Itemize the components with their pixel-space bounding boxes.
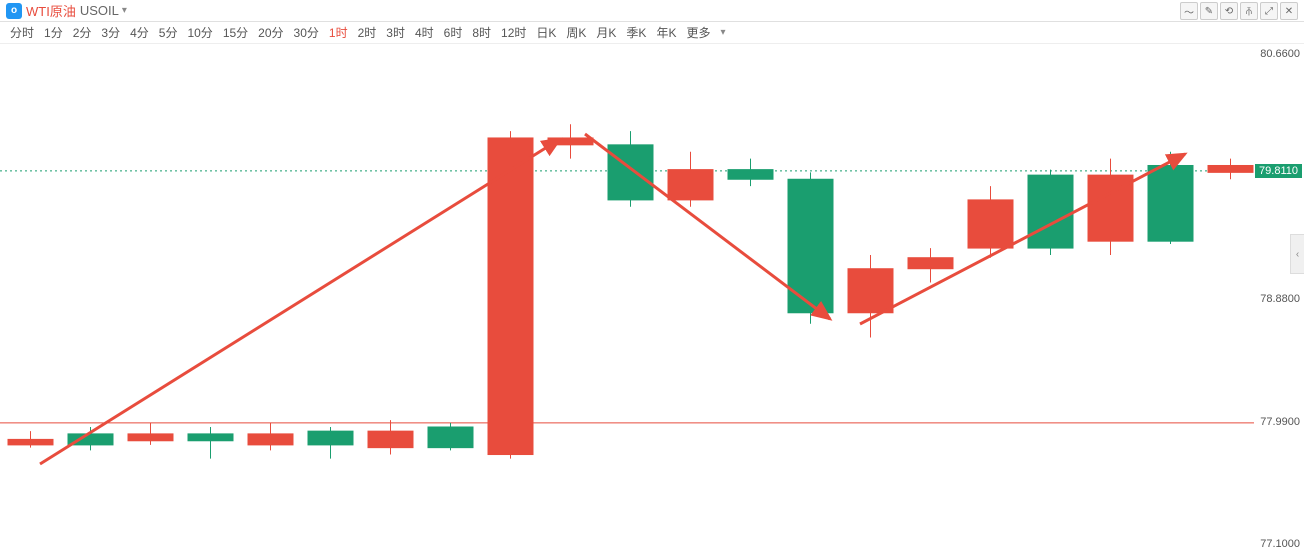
timeframe-4时[interactable]: 4时: [415, 24, 434, 41]
timeframe-月K[interactable]: 月K: [596, 24, 616, 41]
timeframe-年K[interactable]: 年K: [656, 24, 676, 41]
timeframe-1分[interactable]: 1分: [44, 24, 63, 41]
timeframe-bar: 分时 1分 2分 3分 4分 5分 10分 15分 20分 30分 1时 2时 3时 4时 6时 8时 12时日…: [0, 22, 1304, 44]
timeframe-周K[interactable]: 周K: [566, 24, 586, 41]
timeframe-日K[interactable]: 日K: [536, 24, 556, 41]
tool-chart-icon[interactable]: ⫚: [1240, 2, 1258, 20]
timeframe-10分[interactable]: 10分: [187, 24, 212, 41]
timeframe-2分[interactable]: 2分: [73, 24, 92, 41]
timeframe-12时[interactable]: 12时: [501, 24, 526, 41]
timeframe-15分[interactable]: 15分: [223, 24, 248, 41]
timeframe-20分[interactable]: 20分: [258, 24, 283, 41]
y-tick-label: 77.9900: [1260, 416, 1300, 428]
symbol-code: USOIL: [80, 3, 119, 18]
candlestick-chart[interactable]: [0, 44, 1254, 554]
tool-expand-icon[interactable]: ⤢: [1260, 2, 1278, 20]
tool-pencil-icon[interactable]: ✎: [1200, 2, 1218, 20]
symbol-dropdown-icon[interactable]: ▾: [122, 5, 127, 16]
symbol-icon: o: [6, 3, 22, 19]
timeframe-5分[interactable]: 5分: [159, 24, 178, 41]
y-tick-label: 78.8800: [1260, 293, 1300, 305]
timeframe-分时[interactable]: 分时: [10, 24, 34, 41]
timeframe-3分[interactable]: 3分: [101, 24, 120, 41]
timeframe-6时[interactable]: 6时: [444, 24, 463, 41]
timeframe-季K[interactable]: 季K: [626, 24, 646, 41]
toolbar-right: 〜 ✎ ⟲ ⫚ ⤢ ✕: [1180, 2, 1298, 20]
side-panel-toggle[interactable]: ‹: [1290, 234, 1304, 274]
timeframe-3时[interactable]: 3时: [386, 24, 405, 41]
timeframe-30分[interactable]: 30分: [294, 24, 319, 41]
symbol-name[interactable]: WTI原油: [26, 1, 76, 20]
y-axis: 80.6600 78.8800 77.9900 77.1000 79.8110: [1254, 44, 1304, 554]
timeframe-4分[interactable]: 4分: [130, 24, 149, 41]
timeframe-2时[interactable]: 2时: [358, 24, 377, 41]
chart-area[interactable]: 80.6600 78.8800 77.9900 77.1000 79.8110 ‹: [0, 44, 1304, 554]
current-price-tag: 79.8110: [1255, 164, 1302, 178]
timeframe-更多[interactable]: 更多: [686, 24, 710, 41]
tool-line-icon[interactable]: 〜: [1180, 2, 1198, 20]
chart-header: o WTI原油 USOIL ▾ 〜 ✎ ⟲ ⫚ ⤢ ✕: [0, 0, 1304, 22]
tool-sync-icon[interactable]: ⟲: [1220, 2, 1238, 20]
tool-close-icon[interactable]: ✕: [1280, 2, 1298, 20]
timeframe-1时[interactable]: 1时: [329, 24, 348, 41]
timeframe-more-icon[interactable]: ▾: [720, 27, 725, 38]
timeframe-8时[interactable]: 8时: [472, 24, 491, 41]
y-tick-label: 80.6600: [1260, 48, 1300, 60]
y-tick-label: 77.1000: [1260, 538, 1300, 550]
